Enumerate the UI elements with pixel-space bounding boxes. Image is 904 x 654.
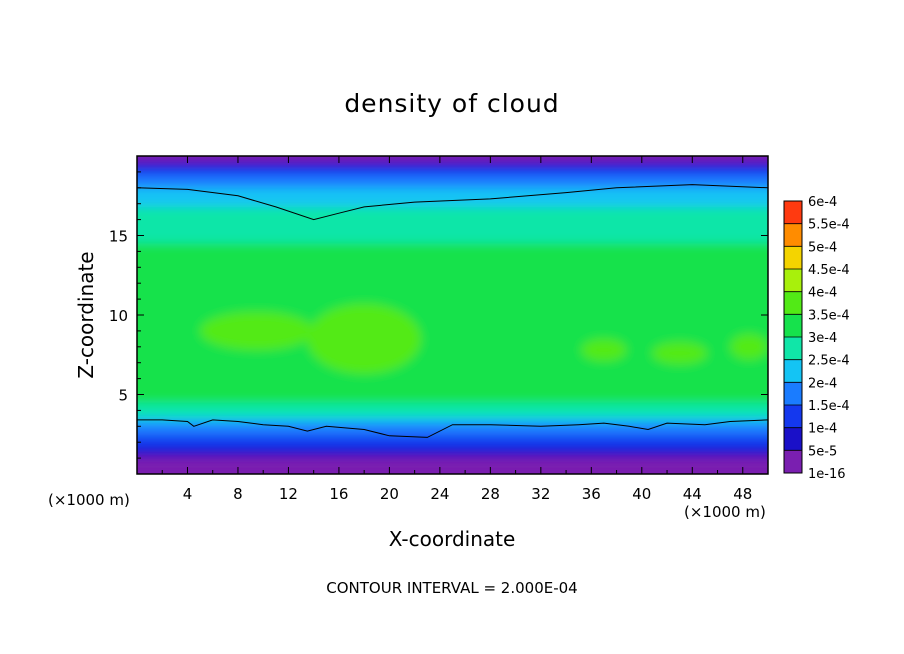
colorbar-swatch: [784, 405, 802, 428]
colorbar-label: 4.5e-4: [808, 263, 850, 278]
colorbar-swatch: [784, 382, 802, 405]
y-tick-label: 5: [118, 387, 128, 405]
x-tick-label: 44: [683, 485, 702, 503]
plot-area: [137, 156, 768, 474]
contour-line-2e-4: [137, 184, 768, 221]
y-axis-label: Z-coordinate: [74, 251, 98, 378]
x-tick-label: 24: [430, 485, 449, 503]
colorbar-label: 1e-16: [808, 467, 846, 482]
x-tick-label: 20: [380, 485, 399, 503]
x-axis-label: X-coordinate: [389, 527, 516, 551]
colorbar-label: 5e-4: [808, 240, 837, 255]
chart-title: density of cloud: [344, 89, 559, 118]
x-axis: 4 8 12 16 20 24 28 32 36 40 44 48: [161, 156, 752, 503]
x-tick-label: 28: [481, 485, 500, 503]
y-tick-label: 15: [109, 228, 128, 246]
colorbar-label: 2e-4: [808, 376, 837, 391]
colorbar-swatch: [784, 450, 802, 473]
colorbar-swatch: [784, 314, 802, 337]
colorbar-label: 2.5e-4: [808, 354, 850, 369]
colorbar-swatch: [784, 246, 802, 269]
colorbar-swatch: [784, 291, 802, 315]
colorbar-label: 1e-4: [808, 422, 837, 437]
colorbar-swatch: [784, 201, 802, 224]
x-tick-label: 36: [582, 485, 601, 503]
colorbar-swatch: [784, 223, 802, 247]
x-tick-label: 4: [183, 485, 193, 503]
x-unit-left: (×1000 m): [48, 491, 130, 509]
band-3.5e-4-region: [581, 338, 627, 362]
colorbar-swatch: [784, 337, 802, 360]
colorbar: 1e-16 5e-5 1e-4 1.5e-4 2e-4 2.5e-4 3e-4 3.5e-4 4…: [783, 195, 850, 482]
band-3.5e-4-region: [307, 303, 421, 374]
contour-lines: [137, 184, 768, 438]
x-tick-label: 48: [733, 485, 752, 503]
x-tick-label: 40: [632, 485, 651, 503]
band-3.5e-4-region: [200, 311, 314, 350]
x-tick-label: 16: [329, 485, 348, 503]
contour-interval-note: CONTOUR INTERVAL = 2.000E-04: [326, 579, 577, 597]
colorbar-label: 4e-4: [808, 286, 837, 301]
colorbar-label: 1.5e-4: [808, 399, 850, 414]
band-3.5e-4-region: [651, 342, 708, 365]
band-3.5e-4-region: [730, 334, 768, 360]
x-tick-label: 12: [279, 485, 298, 503]
colorbar-label: 3.5e-4: [808, 308, 850, 323]
y-tick-label: 10: [109, 307, 128, 325]
colorbar-swatch: [784, 359, 802, 383]
y-axis: 5 10 15: [109, 171, 768, 459]
colorbar-label: 6e-4: [808, 195, 837, 210]
colorbar-swatch: [784, 269, 802, 292]
contour-line-1.5e-4: [137, 419, 768, 438]
colorbar-label: 5e-5: [808, 444, 837, 459]
x-tick-label: 32: [531, 485, 550, 503]
colorbar-label: 3e-4: [808, 331, 837, 346]
x-tick-label: 8: [233, 485, 243, 503]
x-unit-right: (×1000 m): [684, 503, 766, 521]
colorbar-swatch: [784, 427, 802, 451]
colorbar-label: 5.5e-4: [808, 218, 850, 233]
